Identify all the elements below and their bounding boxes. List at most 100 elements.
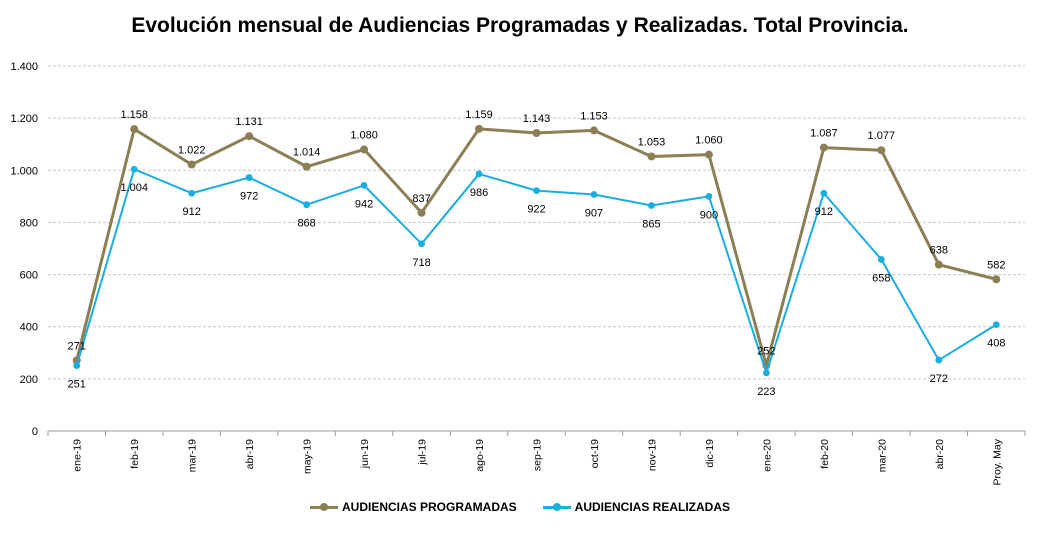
data-point-realizadas [475,170,483,178]
data-label-programadas: 1.060 [695,135,723,147]
data-point-programadas [417,208,426,217]
data-label-realizadas: 223 [757,386,775,398]
legend-item-programadas: AUDIENCIAS PROGRAMADAS [309,500,517,514]
y-tick-label: 1.400 [10,61,38,73]
data-label-realizadas: 865 [642,218,660,230]
data-point-programadas [819,143,828,152]
data-point-programadas [992,275,1001,284]
x-tick-label: dic-19 [704,439,716,468]
x-tick-label: mar-19 [187,439,199,472]
data-label-programadas: 1.087 [810,128,838,140]
legend-swatch-programadas [309,500,338,514]
data-point-realizadas [360,182,368,189]
data-point-realizadas [418,240,425,248]
data-label-programadas: 1.131 [235,116,263,128]
data-label-realizadas: 922 [527,204,545,216]
data-label-programadas: 1.080 [350,129,378,141]
data-point-realizadas [877,256,885,263]
data-label-programadas: 837 [412,193,430,205]
data-point-programadas [704,150,713,159]
data-label-realizadas: 1.004 [120,182,148,194]
data-label-realizadas: 658 [872,272,890,284]
data-label-realizadas: 942 [355,198,373,210]
data-label-programadas: 1.159 [465,109,493,121]
data-point-realizadas [820,189,828,197]
data-point-programadas [130,125,139,134]
data-label-realizadas: 718 [412,257,430,269]
data-label-programadas: 252 [757,345,775,357]
data-point-realizadas [762,369,770,377]
gridlines [48,65,1025,380]
data-point-realizadas [648,202,655,209]
data-point-programadas [245,132,254,141]
data-point-programadas [475,124,484,133]
data-point-programadas [360,145,369,154]
legend-item-realizadas: AUDIENCIAS REALIZADAS [542,500,731,514]
x-tick-label: feb-20 [819,439,831,469]
data-label-realizadas: 272 [930,373,948,385]
data-point-realizadas [935,356,943,364]
data-label-programadas: 271 [68,340,86,352]
data-label-programadas: 1.022 [178,145,206,157]
data-label-programadas: 1.143 [523,113,551,125]
series-line-realizadas [75,168,997,374]
x-tick-label: nov-19 [646,439,658,471]
data-label-programadas: 582 [987,259,1005,271]
data-point-realizadas [533,187,540,195]
legend-label-programadas: AUDIENCIAS PROGRAMADAS [341,500,517,514]
series-lines [72,124,1001,377]
legend: AUDIENCIAS PROGRAMADAS AUDIENCIAS REALIZ… [0,500,1040,514]
data-label-realizadas: 408 [987,338,1005,350]
legend-label-realizadas: AUDIENCIAS REALIZADAS [574,500,731,514]
data-label-programadas: 1.014 [293,147,321,159]
data-label-realizadas: 868 [297,218,315,230]
x-tick-label: abr-19 [244,439,256,470]
y-tick-label: 800 [20,217,38,229]
data-point-programadas [647,152,656,161]
x-tick-label: feb-19 [129,439,141,469]
legend-swatch-realizadas [542,500,571,514]
data-point-realizadas [992,321,1000,329]
x-tick-label: ene-20 [761,439,773,472]
data-label-realizadas: 972 [240,191,258,203]
x-tick-label: ene-19 [72,439,84,472]
data-point-programadas [877,146,886,155]
x-tick-label: jul-19 [417,439,429,466]
data-point-programadas [532,129,541,138]
data-label-realizadas: 912 [182,206,200,218]
data-point-realizadas [590,191,598,198]
data-label-realizadas: 900 [700,209,718,221]
y-tick-label: 400 [20,322,38,334]
data-point-programadas [302,162,311,171]
data-point-realizadas [303,201,311,209]
x-tick-label: ago-19 [474,439,486,472]
data-labels: 271 1.158 1.022 1.131 1.014 1.080 837 1.159 1.14… [68,109,1006,398]
data-label-programadas: 1.158 [120,109,148,121]
y-tick-label: 200 [20,374,38,386]
chart-title: Evolución mensual de Audiencias Programa… [131,14,909,37]
x-tick-label: mar-20 [876,439,888,472]
y-tick-label: 1.000 [10,165,38,177]
data-point-realizadas [705,192,713,200]
y-tick-label: 1.200 [10,113,38,125]
data-point-programadas [934,260,943,269]
y-tick-label: 0 [32,426,38,438]
x-tick-label: Proy. May [991,438,1003,485]
x-tick-label: may-19 [302,439,314,474]
x-tick-label: jun-19 [359,439,371,469]
series-line-programadas [75,127,997,367]
data-label-programadas: 1.077 [868,130,896,142]
data-label-realizadas: 907 [585,208,603,220]
axes: 0 200 400 600 800 1.000 1.200 1.400 ene-19 feb-19… [10,61,1026,485]
data-label-realizadas: 986 [470,187,488,199]
data-point-realizadas [245,174,253,181]
data-point-realizadas [130,165,138,173]
data-point-realizadas [73,362,81,369]
x-tick-label: oct-19 [589,439,601,468]
data-point-realizadas [188,189,196,197]
y-tick-label: 600 [20,270,38,282]
data-point-programadas [589,126,598,135]
data-label-programadas: 638 [930,245,948,257]
data-label-realizadas: 251 [68,379,86,391]
